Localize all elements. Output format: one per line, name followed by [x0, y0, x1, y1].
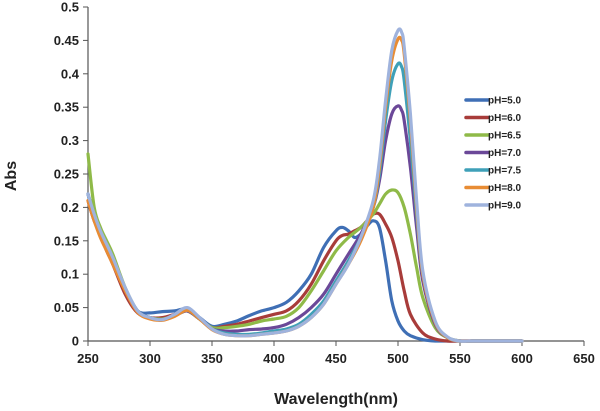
axes: 0 0.05 0.1 0.15 0.2 0.25 0.3 0.35 0.4 0.45 0.5 250 3… — [54, 0, 595, 366]
legend: pH=5.0 pH=6.0 pH=6.5 pH=7.0 pH=7.5 pH=8.0 pH=9… — [464, 96, 522, 212]
x-tick-label: 650 — [573, 351, 595, 366]
y-tick-label: 0.45 — [54, 33, 79, 48]
x-tick-label: 300 — [139, 351, 161, 366]
x-tick-label: 450 — [325, 351, 347, 366]
x-tick-label: 500 — [387, 351, 409, 366]
series-line-ph-5-0 — [86, 192, 524, 343]
x-tick-label: 350 — [201, 351, 223, 366]
y-tick-label: 0.05 — [54, 300, 79, 315]
legend-label: pH=8.0 — [488, 183, 522, 194]
y-tick-label: 0.35 — [54, 100, 79, 115]
x-tick-label: 600 — [511, 351, 533, 366]
legend-label: pH=5.0 — [488, 96, 522, 107]
y-tick-label: 0.1 — [61, 267, 79, 282]
series-line-ph-9-0 — [86, 27, 524, 343]
y-tick-label: 0.4 — [61, 66, 80, 81]
x-tick-label: 400 — [263, 351, 285, 366]
y-tick-label: 0 — [72, 334, 79, 349]
x-tick-label: 250 — [77, 351, 99, 366]
legend-label: pH=7.5 — [488, 166, 522, 177]
y-tick-label: 0.15 — [54, 233, 79, 248]
legend-label: pH=6.0 — [488, 113, 522, 124]
y-tick-label: 0.2 — [61, 200, 79, 215]
y-tick-label: 0.3 — [61, 133, 79, 148]
legend-label: pH=7.0 — [488, 148, 522, 159]
series-line-ph-7-0 — [86, 104, 524, 343]
series-layer — [86, 27, 524, 343]
y-axis-title: Abs — [3, 161, 20, 191]
x-tick-label: 550 — [449, 351, 471, 366]
x-axis-title: Wavelength(nm) — [274, 391, 398, 408]
legend-label: pH=9.0 — [488, 201, 522, 212]
y-tick-label: 0.5 — [61, 0, 79, 15]
legend-label: pH=6.5 — [488, 131, 522, 142]
y-tick-label: 0.25 — [54, 167, 79, 182]
